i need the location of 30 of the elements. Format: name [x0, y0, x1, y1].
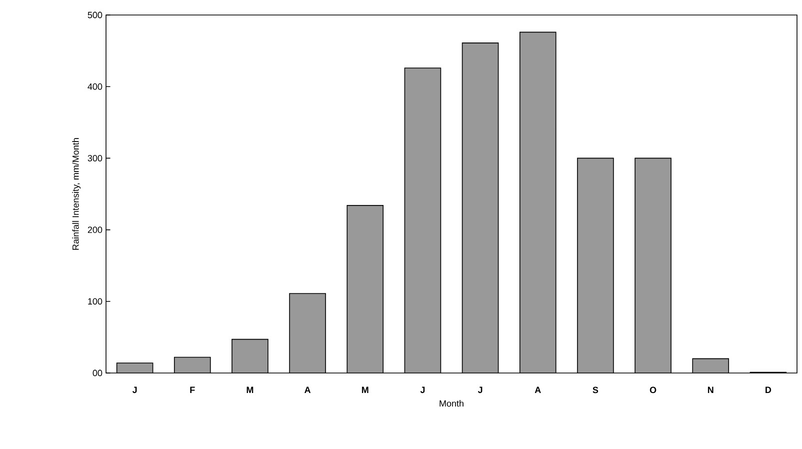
bar — [232, 339, 268, 373]
bar — [577, 158, 614, 373]
y-tick-label: 300 — [88, 155, 102, 162]
bar — [174, 357, 210, 373]
y-tick-label: 500 — [88, 12, 102, 18]
y-axis-title: Rainfall Intensity, mm/Month — [72, 138, 81, 250]
x-tick-label: M — [362, 386, 368, 393]
x-tick-label: F — [190, 386, 195, 393]
bar — [462, 42, 498, 373]
x-tick-label: N — [708, 386, 714, 393]
bar — [290, 294, 326, 373]
x-axis-title: Month — [440, 400, 464, 407]
bar — [404, 68, 441, 373]
bar — [692, 358, 729, 373]
x-tick-label: A — [534, 386, 541, 393]
x-tick-label: S — [592, 386, 598, 394]
x-tick-label: D — [766, 386, 772, 393]
x-tick-label: J — [420, 386, 425, 394]
x-tick-label: M — [246, 386, 254, 393]
x-tick-label: O — [650, 386, 656, 394]
x-tick-label: A — [304, 386, 311, 393]
y-tick-label: 200 — [88, 226, 102, 233]
x-tick-label: J — [478, 386, 482, 394]
y-tick-label: 00 — [92, 370, 102, 376]
y-tick-label: 100 — [88, 298, 102, 305]
bar — [635, 158, 672, 373]
x-tick-label: J — [132, 386, 137, 394]
y-tick-label: 400 — [88, 83, 102, 90]
bar — [347, 205, 384, 373]
bar — [520, 32, 556, 373]
